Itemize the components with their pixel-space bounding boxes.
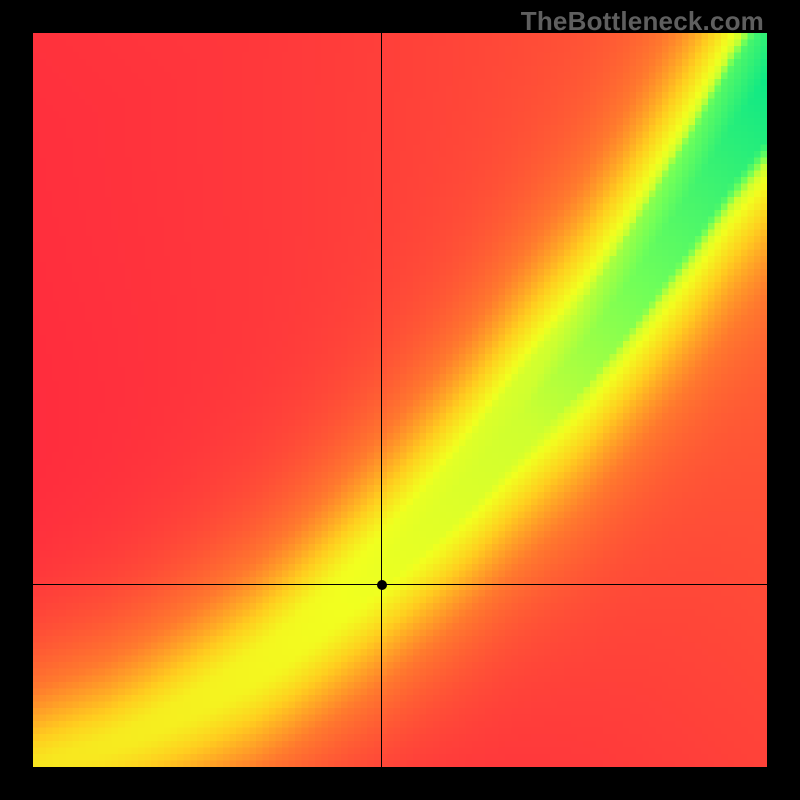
heatmap-canvas <box>33 33 767 767</box>
plot-area <box>33 33 767 767</box>
crosshair-vertical <box>381 33 382 767</box>
watermark-text: TheBottleneck.com <box>521 6 764 37</box>
crosshair-horizontal <box>33 584 767 585</box>
crosshair-marker <box>377 580 387 590</box>
outer-frame: TheBottleneck.com <box>0 0 800 800</box>
